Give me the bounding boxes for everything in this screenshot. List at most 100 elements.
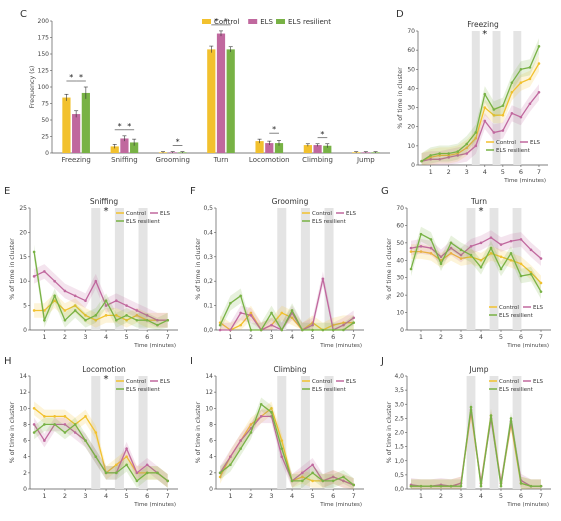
data-point <box>342 479 345 483</box>
data-point <box>342 475 345 479</box>
data-point <box>474 144 478 148</box>
y-tick-label: 6 <box>209 438 213 445</box>
y-axis-label: % of time in cluster <box>195 401 202 463</box>
y-tick-label: 0,5 <box>394 472 404 479</box>
data-point <box>145 314 149 317</box>
bar <box>226 49 235 153</box>
data-point <box>73 423 77 426</box>
y-tick-label: 70 <box>407 28 415 35</box>
data-point <box>301 475 304 479</box>
shaded-band <box>513 31 522 165</box>
data-point <box>218 471 222 475</box>
data-point <box>73 431 77 434</box>
data-point <box>479 258 483 262</box>
series-line <box>33 407 169 482</box>
x-tick-label: 1 <box>228 492 232 500</box>
data-point <box>125 463 128 467</box>
data-point <box>519 262 523 266</box>
error-envelope <box>34 417 168 488</box>
category-label: Locomotion <box>249 156 290 164</box>
data-point <box>125 447 128 450</box>
data-point <box>94 279 98 283</box>
legend-label: ELS <box>533 379 544 385</box>
data-point <box>156 318 159 322</box>
data-point <box>352 483 356 487</box>
data-point <box>449 252 453 255</box>
y-tick-label: 0 <box>23 327 27 334</box>
data-point <box>84 299 87 303</box>
legend-label: ELS <box>260 18 273 26</box>
significance-star: * <box>320 130 324 139</box>
x-axis-label: Time (minutes) <box>319 343 362 349</box>
x-tick-label: 3 <box>465 168 469 176</box>
shaded-band <box>471 31 480 165</box>
data-point <box>125 455 128 459</box>
panel-F: F 0,0 0,1 0,2 0,3 0,4 0,5 % of time in cluster G… <box>190 186 364 349</box>
y-tick-label: 10 <box>205 405 213 412</box>
y-tick-label: 200 <box>38 18 50 25</box>
series-line <box>421 46 540 162</box>
y-tick-label: 60 <box>407 47 415 54</box>
legend-label: Control <box>312 379 332 385</box>
x-tick-label: 7 <box>352 492 356 500</box>
y-tick-label: 14 <box>205 373 213 380</box>
legend-label: Control <box>214 18 239 26</box>
data-point <box>465 142 469 146</box>
data-point <box>483 92 487 96</box>
x-tick-label: 1 <box>429 168 433 176</box>
data-point <box>32 250 36 254</box>
data-point <box>94 314 98 317</box>
series-line <box>33 423 169 482</box>
x-tick-label: 3 <box>83 333 87 341</box>
shaded-band <box>324 376 334 489</box>
x-tick-label: 1 <box>228 333 232 341</box>
data-point <box>489 236 493 239</box>
bar <box>255 141 264 153</box>
y-tick-label: 12 <box>205 389 213 396</box>
x-tick-label: 5 <box>311 492 315 500</box>
data-point <box>249 311 253 315</box>
data-point <box>489 246 493 250</box>
data-point <box>321 479 325 483</box>
panel-label: J <box>380 356 384 367</box>
bar <box>303 145 312 153</box>
y-tick-label: 20 <box>19 229 27 236</box>
data-point <box>510 112 514 115</box>
x-tick-label: 5 <box>311 333 315 341</box>
x-axis-label: Time (minutes) <box>503 178 546 184</box>
bar <box>216 33 226 153</box>
panel-C: C 0 25 50 75 100 125 150 175 200 Frequency (s) Free… <box>20 9 390 164</box>
data-point <box>239 439 242 442</box>
data-point <box>439 484 443 488</box>
data-point <box>280 447 284 450</box>
x-tick-label: 3 <box>459 333 463 341</box>
y-tick-label: 0,0 <box>394 486 404 493</box>
x-tick-label: 4 <box>479 492 483 500</box>
y-tick-label: 10 <box>407 143 415 150</box>
bar <box>274 143 284 153</box>
x-tick-label: 5 <box>499 492 503 500</box>
data-point <box>449 484 453 488</box>
x-tick-label: 1 <box>42 333 46 341</box>
panel-label: F <box>190 186 196 197</box>
y-tick-label: 4 <box>23 454 27 461</box>
data-point <box>429 252 433 255</box>
data-point <box>270 406 273 410</box>
series-line <box>33 270 168 321</box>
y-tick-label: 30 <box>396 275 404 282</box>
y-tick-label: 25 <box>41 134 49 141</box>
bar <box>265 143 274 153</box>
shaded-band <box>466 208 476 330</box>
data-point <box>499 255 503 259</box>
data-point <box>438 157 441 161</box>
x-tick-label: 3 <box>269 333 273 341</box>
y-tick-label: 175 <box>38 35 50 42</box>
significance-star: * <box>176 138 180 147</box>
y-tick-label: 3,0 <box>394 401 404 408</box>
data-point <box>449 246 453 250</box>
y-tick-label: 60 <box>396 222 404 229</box>
data-point <box>166 318 170 322</box>
y-tick-label: 100 <box>38 84 50 91</box>
data-point <box>352 316 356 320</box>
y-tick-label: 75 <box>41 101 49 108</box>
